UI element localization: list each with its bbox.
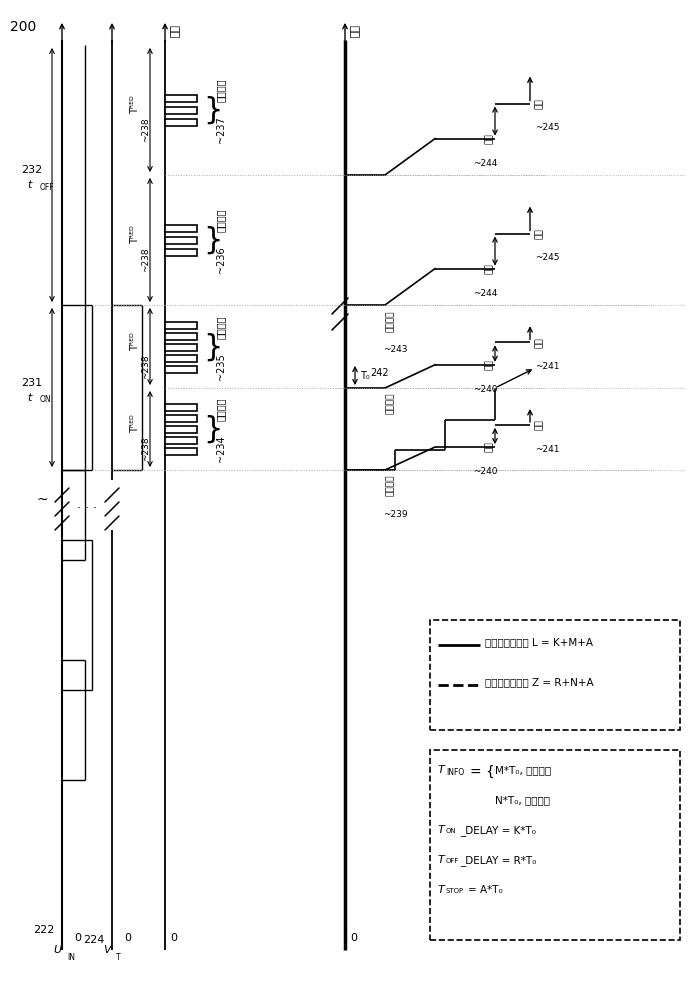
Text: V: V — [103, 945, 111, 955]
Text: 224: 224 — [83, 935, 105, 945]
Bar — [430, 750, 680, 940]
Text: IN: IN — [67, 954, 75, 962]
Text: 停止: 停止 — [535, 98, 544, 109]
Text: 接通重复: 接通重复 — [216, 315, 226, 339]
Text: 232: 232 — [22, 165, 42, 175]
Text: ~241: ~241 — [535, 445, 559, 454]
Text: T: T — [438, 855, 445, 865]
Bar — [430, 620, 680, 730]
Text: 200: 200 — [10, 20, 36, 34]
Text: ~244: ~244 — [473, 159, 497, 168]
Bar — [165, 95, 197, 102]
Text: 接通指令: 接通指令 — [216, 397, 226, 421]
Text: t: t — [28, 393, 32, 403]
Text: 信息: 信息 — [485, 359, 494, 370]
Text: ~238: ~238 — [141, 437, 150, 461]
Text: ~238: ~238 — [141, 248, 150, 272]
Bar — [165, 322, 197, 328]
Text: 接通延时: 接通延时 — [386, 475, 395, 496]
Text: Tᴿᴱᴰ: Tᴿᴱᴰ — [130, 415, 140, 433]
Text: 断开重复: 断开重复 — [216, 78, 226, 102]
Text: M*T₀, 接通指令: M*T₀, 接通指令 — [495, 765, 551, 775]
Text: T: T — [438, 765, 445, 775]
Text: OFF: OFF — [446, 858, 459, 864]
Text: }: } — [203, 226, 222, 254]
Bar — [165, 355, 197, 361]
Text: ~245: ~245 — [535, 123, 559, 132]
Text: T: T — [438, 885, 445, 895]
Text: Tᴿᴱᴰ: Tᴿᴱᴰ — [130, 333, 140, 351]
Text: ~239: ~239 — [383, 510, 407, 519]
Text: _DELAY = R*T₀: _DELAY = R*T₀ — [460, 855, 537, 866]
Text: 时间: 时间 — [168, 25, 178, 38]
Text: 接通指令，长度 L = K+M+A: 接通指令，长度 L = K+M+A — [485, 637, 593, 647]
Bar — [165, 344, 197, 351]
Text: 停止: 停止 — [535, 228, 544, 239]
Text: t: t — [28, 180, 32, 190]
Text: ~240: ~240 — [473, 385, 497, 394]
Bar — [165, 448, 197, 454]
Bar — [165, 426, 197, 432]
Bar — [165, 365, 197, 372]
Text: 0: 0 — [124, 933, 131, 943]
Text: }: } — [203, 414, 222, 444]
Text: T: T — [116, 954, 121, 962]
Bar — [165, 332, 197, 340]
Bar — [165, 436, 197, 444]
Text: 信息: 信息 — [485, 442, 494, 452]
Text: Tᴿᴱᴰ: Tᴿᴱᴰ — [130, 96, 140, 114]
Bar — [165, 403, 197, 410]
Text: 停止: 停止 — [535, 337, 544, 348]
Text: 信息: 信息 — [485, 263, 494, 274]
Text: T: T — [438, 825, 445, 835]
Text: T₀: T₀ — [360, 371, 370, 381]
Text: Tᴿᴱᴰ: Tᴿᴱᴰ — [130, 226, 140, 244]
Text: = A*T₀: = A*T₀ — [468, 885, 502, 895]
Text: ~237: ~237 — [216, 117, 226, 143]
Text: STOP: STOP — [446, 888, 464, 894]
Text: OFF: OFF — [40, 182, 55, 192]
Bar — [165, 106, 197, 113]
Text: 停止: 停止 — [535, 420, 544, 430]
Bar — [165, 225, 197, 232]
Text: 断开延时: 断开延时 — [386, 310, 395, 332]
Text: 时间: 时间 — [348, 25, 358, 38]
Bar — [165, 236, 197, 243]
Text: ~235: ~235 — [216, 354, 226, 380]
Text: 接通延时: 接通延时 — [386, 393, 395, 414]
Text: 0: 0 — [170, 933, 177, 943]
Text: }: } — [203, 96, 222, 124]
Text: }: } — [203, 332, 222, 361]
Text: 信息: 信息 — [485, 133, 494, 144]
Text: _DELAY = K*T₀: _DELAY = K*T₀ — [460, 825, 536, 836]
Bar — [165, 248, 197, 255]
Text: ~238: ~238 — [141, 355, 150, 379]
Text: ~234: ~234 — [216, 436, 226, 462]
Text: ~243: ~243 — [383, 345, 407, 354]
Text: ~: ~ — [36, 493, 48, 507]
Text: 0: 0 — [74, 933, 81, 943]
Text: 222: 222 — [33, 925, 55, 935]
Text: = {: = { — [470, 765, 495, 779]
Bar — [165, 414, 197, 422]
Text: 0: 0 — [350, 933, 357, 943]
Text: . . .: . . . — [77, 498, 97, 512]
Text: ~238: ~238 — [141, 118, 150, 142]
Text: ON: ON — [446, 828, 457, 834]
Text: ~241: ~241 — [535, 362, 559, 371]
Text: ON: ON — [40, 395, 51, 404]
Text: ~236: ~236 — [216, 247, 226, 273]
Text: 242: 242 — [370, 368, 389, 378]
Text: N*T₀, 断开指令: N*T₀, 断开指令 — [495, 795, 550, 805]
Text: 断开指令，长度 Z = R+N+A: 断开指令，长度 Z = R+N+A — [485, 677, 594, 687]
Text: ~245: ~245 — [535, 253, 559, 262]
Text: ~244: ~244 — [473, 289, 497, 298]
Text: INFO: INFO — [446, 768, 464, 777]
Bar — [165, 118, 197, 125]
Text: 断开指令: 断开指令 — [216, 208, 226, 232]
Text: ~240: ~240 — [473, 467, 497, 476]
Text: U: U — [53, 945, 61, 955]
Text: 231: 231 — [22, 378, 42, 388]
